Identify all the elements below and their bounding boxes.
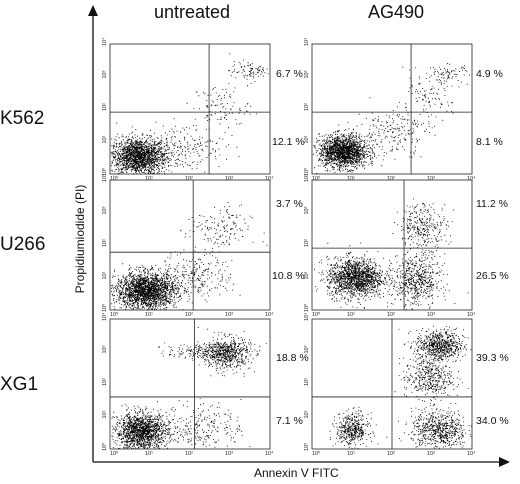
percent-u266-untreated-upper-right: 3.7 % — [276, 198, 303, 210]
percent-k562-ag490-lower-right: 8.1 % — [476, 136, 503, 148]
event-dots — [329, 325, 472, 450]
y-tick-label: 10¹ — [102, 410, 108, 418]
x-tick-label: 10⁴ — [265, 450, 274, 457]
x-tick-label: 10² — [185, 451, 193, 457]
y-tick-label: 10⁴ — [101, 37, 108, 46]
x-tick-label: 10¹ — [145, 312, 153, 318]
x-tick-label: 10¹ — [347, 451, 355, 457]
percent-xg1-untreated-upper-right: 18.8 % — [276, 352, 309, 364]
y-tick-label: 10¹ — [102, 135, 108, 143]
y-tick-label: 10² — [304, 103, 310, 111]
y-tick-label: 10⁰ — [101, 167, 108, 176]
percent-k562-untreated-lower-right: 12.1 % — [272, 136, 305, 148]
y-tick-label: 10⁴ — [303, 173, 310, 182]
y-tick-label: 10³ — [304, 345, 310, 353]
y-tick-label: 10¹ — [304, 271, 310, 279]
y-tick-label: 10⁰ — [303, 442, 310, 451]
percent-xg1-untreated-lower-right: 7.1 % — [276, 415, 303, 427]
x-tick-label: 10⁰ — [110, 175, 119, 182]
x-tick-label: 10² — [185, 312, 193, 318]
event-dots — [314, 198, 469, 310]
percent-u266-ag490-upper-right: 11.2 % — [476, 198, 508, 210]
y-tick-label: 10⁰ — [303, 167, 310, 176]
row-label-u266: U266 — [0, 234, 46, 255]
panels-layer: 10⁰10⁰10¹10¹10²10²10³10³10⁴10⁴10⁰10⁰10¹1… — [101, 37, 476, 457]
row-label-xg1: XG1 — [0, 374, 39, 395]
y-tick-label: 10⁰ — [101, 442, 108, 451]
x-tick-label: 10⁴ — [265, 311, 274, 318]
y-tick-label: 10² — [304, 378, 310, 386]
y-tick-label: 10¹ — [304, 410, 310, 418]
x-tick-label: 10⁴ — [467, 175, 476, 182]
figure-y-axis-arrow — [88, 5, 98, 16]
figure-x-axis-arrow — [499, 457, 510, 467]
y-tick-label: 10² — [304, 239, 310, 247]
y-tick-label: 10³ — [102, 345, 108, 353]
x-tick-label: 10² — [387, 176, 395, 182]
event-dots — [111, 327, 267, 450]
y-tick-label: 10⁰ — [101, 303, 108, 312]
percent-xg1-ag490-lower-right: 34.0 % — [476, 415, 509, 427]
x-tick-label: 10² — [387, 451, 395, 457]
x-tick-label: 10¹ — [347, 312, 355, 318]
x-tick-label: 10³ — [427, 451, 435, 457]
x-tick-label: 10⁴ — [265, 175, 274, 182]
y-tick-label: 10³ — [102, 206, 108, 214]
y-tick-label: 10⁴ — [303, 312, 310, 321]
x-axis-label: Annexin V FITC — [254, 466, 339, 480]
y-tick-label: 10⁰ — [303, 303, 310, 312]
y-tick-label: 10⁴ — [101, 312, 108, 321]
y-tick-label: 10² — [102, 239, 108, 247]
percent-k562-untreated-upper-right: 6.7 % — [276, 68, 303, 80]
y-tick-label: 10⁴ — [101, 173, 108, 182]
x-tick-label: 10³ — [225, 451, 233, 457]
y-tick-label: 10² — [102, 103, 108, 111]
column-title-ag490: AG490 — [367, 2, 425, 22]
percent-xg1-ag490-upper-right: 39.3 % — [476, 352, 509, 364]
y-tick-label: 10³ — [304, 70, 310, 78]
y-tick-label: 10³ — [102, 70, 108, 78]
x-tick-label: 10⁰ — [312, 450, 321, 457]
x-tick-label: 10⁰ — [110, 450, 119, 457]
y-tick-label: 10⁴ — [303, 37, 310, 46]
x-tick-label: 10⁴ — [467, 450, 476, 457]
percent-k562-ag490-upper-right: 4.9 % — [476, 68, 503, 80]
x-tick-label: 10² — [387, 312, 395, 318]
event-dots — [313, 63, 470, 174]
percent-u266-ag490-lower-right: 26.5 % — [476, 270, 509, 282]
column-title-untreated: untreated — [153, 2, 231, 22]
x-tick-label: 10³ — [225, 176, 233, 182]
x-tick-label: 10¹ — [347, 176, 355, 182]
y-tick-label: 10¹ — [304, 135, 310, 143]
x-tick-label: 10⁰ — [312, 311, 321, 318]
x-tick-label: 10¹ — [145, 451, 153, 457]
x-tick-label: 10³ — [427, 176, 435, 182]
x-tick-label: 10⁰ — [312, 175, 321, 182]
percent-u266-untreated-lower-right: 10.8 % — [272, 270, 305, 282]
axes-layer — [88, 5, 510, 467]
x-tick-label: 10¹ — [145, 176, 153, 182]
x-tick-label: 10³ — [225, 312, 233, 318]
x-tick-label: 10³ — [427, 312, 435, 318]
y-tick-label: 10¹ — [102, 271, 108, 279]
event-dots — [110, 53, 269, 175]
x-tick-label: 10⁰ — [110, 311, 119, 318]
row-label-k562: K562 — [0, 108, 45, 129]
y-tick-label: 10³ — [304, 206, 310, 214]
x-tick-label: 10² — [185, 176, 193, 182]
panel-frame — [109, 179, 271, 311]
event-dots — [110, 202, 268, 311]
x-tick-label: 10⁴ — [467, 311, 476, 318]
y-tick-label: 10² — [102, 378, 108, 386]
